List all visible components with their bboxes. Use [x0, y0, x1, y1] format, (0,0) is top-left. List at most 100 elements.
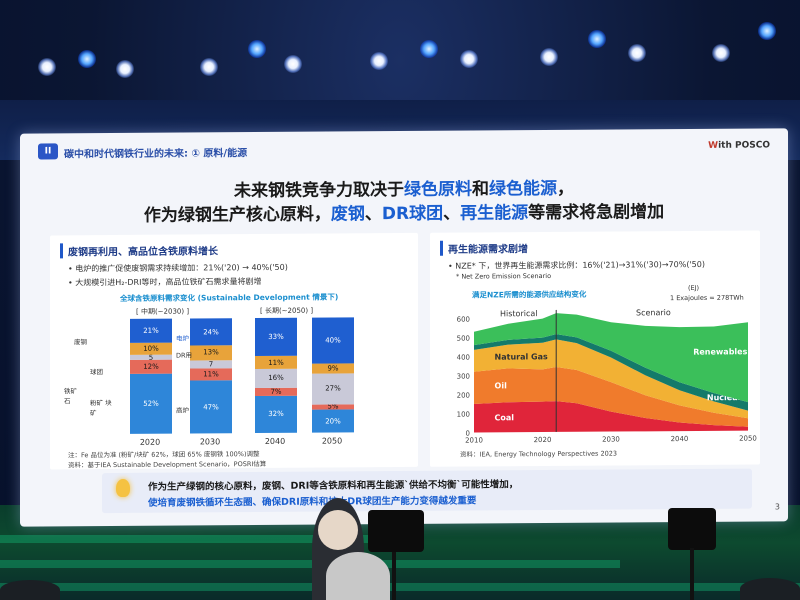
area-series-label: Oil — [495, 381, 508, 390]
period-long-label: [ 长期(~2050) ] — [260, 306, 314, 316]
y-tick-label: 300 — [457, 373, 470, 381]
bar-segment: 16% — [255, 368, 297, 388]
stacked-bar: 52% 12% 5 10% 21% — [130, 318, 172, 434]
camera-icon — [668, 508, 716, 550]
area-series-label: Natural Gas — [495, 352, 548, 361]
conclusion-line-2: 使培育废钢铁循环生态圈、确保DRI原料和扩大DR球团生产能力变得越发重要 — [148, 495, 477, 509]
bar-segment: 20% — [312, 409, 354, 433]
period-mid-label: [ 中期(~2030) ] — [136, 307, 190, 316]
stacked-bar: 47% 11% 7 13% 24% — [190, 318, 232, 434]
row-label-pellet: 球团 — [90, 368, 103, 377]
x-tick-label: 2050 — [739, 435, 757, 443]
bar-segment: 40% — [312, 317, 354, 364]
row-label-fine: 粉矿 块矿 — [90, 399, 112, 418]
ceiling-light — [116, 60, 134, 78]
x-tick-label: 2040 — [671, 435, 689, 443]
bar-segment: 7 — [190, 359, 232, 369]
bar-year-label: 2040 — [264, 436, 286, 446]
slide-header: II 碳中和时代钢铁行业的未来: ① 原料/能源 With POSCO — [20, 128, 788, 167]
area-series-label: Nuclear — [707, 393, 742, 402]
area-series-renewables — [474, 313, 748, 403]
right-source: 资料：IEA, Energy Technology Perspectives 2… — [460, 449, 618, 459]
area-series-label: Renewables — [693, 347, 747, 356]
x-tick-label: 2030 — [602, 435, 620, 443]
left-panel-title: 废钢再利用、高品位含铁原料增长 — [60, 242, 218, 259]
y-tick-label: 100 — [457, 411, 470, 419]
ceiling-light — [628, 44, 646, 62]
audience-member — [0, 580, 60, 600]
bar-segment: 11% — [255, 356, 297, 370]
ceiling-light — [420, 40, 438, 58]
bar-segment: 11% — [190, 367, 232, 381]
ceiling-light — [588, 30, 606, 48]
bar-segment: 10% — [130, 342, 172, 355]
ceiling-light — [370, 52, 388, 70]
area-series-oil — [474, 366, 748, 427]
y-tick-label: 500 — [457, 335, 470, 343]
camera-icon — [368, 510, 424, 552]
y-tick-label: 600 — [457, 316, 470, 324]
ceiling-light — [38, 58, 56, 76]
ceiling-light — [712, 44, 730, 62]
bar-year-label: 2050 — [321, 436, 343, 446]
bar-segment: 12% — [130, 360, 172, 375]
side-label-eaf: 电炉 — [176, 334, 189, 343]
ceiling-light — [200, 58, 218, 76]
ceiling-light — [248, 40, 266, 58]
presentation-slide: II 碳中和时代钢铁行业的未来: ① 原料/能源 With POSCO 未来钢铁… — [20, 128, 788, 527]
area-series-label: Coal — [495, 413, 515, 422]
row-label-iron-ore: 铁矿石 — [64, 387, 77, 406]
bar-segment: 7% — [255, 387, 297, 396]
slide-title-line-2: 作为绿钢生产核心原料，废钢、DR球团、再生能源等需求将急剧增加 — [143, 202, 665, 226]
presenter-head — [318, 510, 358, 550]
iron-feed-panel: 废钢再利用、高品位含铁原料增长 • 电炉的推广促使废钢需求持续增加：21%('2… — [50, 232, 418, 470]
tripod — [690, 548, 694, 600]
bar-year-label: 2020 — [139, 437, 161, 447]
y-tick-label: 400 — [457, 354, 470, 362]
bar-segment: 33% — [255, 317, 297, 357]
energy-supply-area-chart: Coal Oil Natural Gas Nuclear Renewables 0 100 2… — [457, 309, 757, 445]
stacked-bar: 20% 5% 27% 9% 40% — [312, 317, 354, 433]
x-tick-label: 2020 — [534, 436, 552, 444]
stacked-bar: 32% 7% 16% 11% 33% — [255, 317, 297, 434]
bar-segment: 27% — [312, 373, 354, 405]
section-badge: II — [38, 143, 58, 160]
bar-segment: 13% — [190, 345, 232, 361]
area-series-coal — [474, 401, 748, 433]
side-label-dri: DR用 — [176, 351, 193, 360]
bar-segment: 52% — [130, 373, 172, 434]
conclusion-box: 作为生产绿钢的核心原料，废钢、DRI等含铁原料和再生能源`供给不均衡`可能性增加… — [102, 468, 752, 514]
ceiling-light — [460, 50, 478, 68]
bar-segment: 24% — [190, 318, 232, 346]
ceiling-light — [284, 55, 302, 73]
bar-segment: 32% — [255, 395, 297, 434]
y-tick-label: 200 — [457, 392, 470, 400]
area-series-natural-gas — [474, 339, 748, 419]
bar-segment: 21% — [130, 318, 172, 344]
side-label-bf: 高炉 — [176, 406, 189, 415]
left-bullet-1: • 电炉的推广促使废钢需求持续增加：21%('20) → 40%('50) — [68, 262, 288, 274]
ceiling-light — [78, 50, 96, 68]
conclusion-line-1: 作为生产绿钢的核心原料，废钢、DRI等含铁原料和再生能源`供给不均衡`可能性增加… — [148, 479, 519, 493]
slide-subtitle: 碳中和时代钢铁行业的未来: ① 原料/能源 — [64, 148, 248, 161]
tripod — [392, 552, 396, 600]
bar-segment: 5 — [130, 353, 172, 361]
audience-member — [740, 578, 800, 600]
iron-feed-bar-chart: 52% 12% 5 10% 21% 47% 11% 7 13% 24% 32% 7% 16% 11% 33%… — [120, 317, 370, 434]
bar-segment: 47% — [190, 380, 232, 434]
left-note-2: 资料：基于IEA Sustainable Development Scenari… — [68, 459, 267, 470]
y-tick-label: 0 — [466, 430, 470, 438]
ceiling-light — [540, 48, 558, 66]
area-series-nuclear — [474, 334, 748, 411]
renewables-panel: 再生能源需求剧增 • NZE* 下，世界再生能源需求比例：16%('21)→31… — [430, 230, 760, 467]
bar-year-label: 2030 — [199, 437, 221, 447]
left-bullet-2: • 大规模引进H₂-DRI等时，高品位铁矿石需求量将剧增 — [68, 276, 262, 288]
ceiling-light — [758, 22, 776, 40]
posco-logo: With POSCO — [708, 140, 770, 151]
bar-segment: 9% — [312, 362, 354, 374]
page-number: 3 — [774, 502, 780, 512]
audience-member — [326, 552, 390, 600]
left-chart-caption: 全球含铁原料需求变化 (Sustainable Development 情景下) — [120, 292, 339, 303]
bar-segment: 5% — [312, 403, 354, 411]
